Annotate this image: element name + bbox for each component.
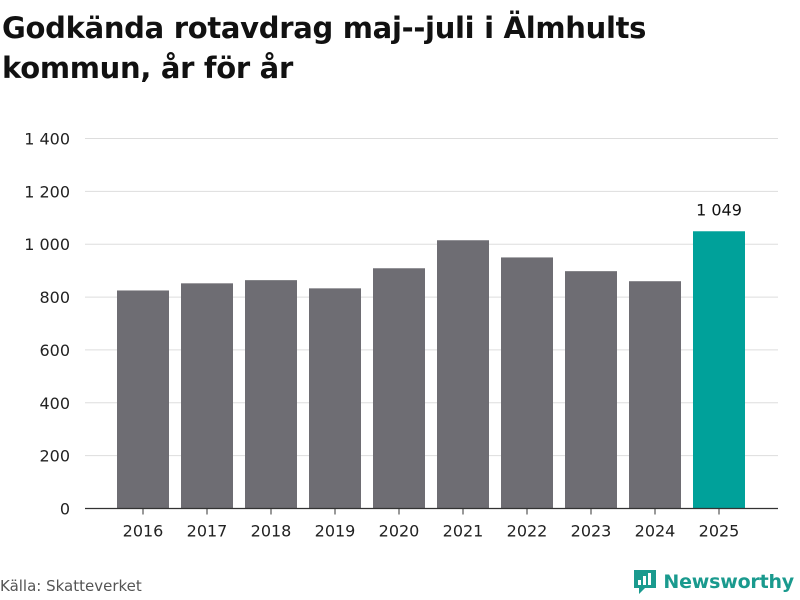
y-tick-label: 400 <box>39 394 70 413</box>
bar-2017 <box>181 283 233 509</box>
x-tick-labels: 2016 2017 2018 2019 2020 2021 2022 2023 2024 2025 <box>123 522 740 541</box>
x-tick-label: 2019 <box>315 522 356 541</box>
bar-2023 <box>565 271 617 509</box>
x-tick-label: 2016 <box>123 522 164 541</box>
chart-title: Godkända rotavdrag maj--juli i Älmhults … <box>2 11 647 85</box>
data-label: 1 049 <box>696 200 742 219</box>
bar-2018 <box>245 280 297 509</box>
x-tick-label: 2022 <box>507 522 548 541</box>
x-tick-label: 2021 <box>443 522 484 541</box>
bar-2022 <box>501 257 553 509</box>
y-tick-label: 1 400 <box>24 130 70 149</box>
x-axis <box>85 507 778 515</box>
newsworthy-logo-icon <box>634 570 657 594</box>
y-tick-label: 200 <box>39 447 70 466</box>
bar-2025 <box>693 231 745 509</box>
y-tick-labels: 0 200 400 600 800 1 000 1 200 1 400 <box>24 130 70 519</box>
x-tick-label: 2018 <box>251 522 292 541</box>
y-tick-label: 800 <box>39 288 70 307</box>
y-tick-label: 1 000 <box>24 235 70 254</box>
brand-name: Newsworthy <box>663 571 794 593</box>
data-labels: 1 049 <box>696 200 742 219</box>
y-tick-label: 0 <box>60 500 70 519</box>
bar-2016 <box>117 290 169 509</box>
bar-2020 <box>373 268 425 509</box>
y-tick-label: 1 200 <box>24 182 70 201</box>
y-tick-label: 600 <box>39 341 70 360</box>
x-tick-label: 2024 <box>635 522 676 541</box>
bar-2021 <box>437 240 489 509</box>
bars <box>117 231 745 509</box>
x-tick-label: 2020 <box>379 522 420 541</box>
bar-2024 <box>629 281 681 509</box>
source-note: Källa: Skatteverket <box>0 577 142 595</box>
x-tick-label: 2017 <box>187 522 228 541</box>
bar-2019 <box>309 288 361 509</box>
x-tick-label: 2025 <box>699 522 740 541</box>
brand-logo: Newsworthy <box>633 569 794 595</box>
x-tick-label: 2023 <box>571 522 612 541</box>
